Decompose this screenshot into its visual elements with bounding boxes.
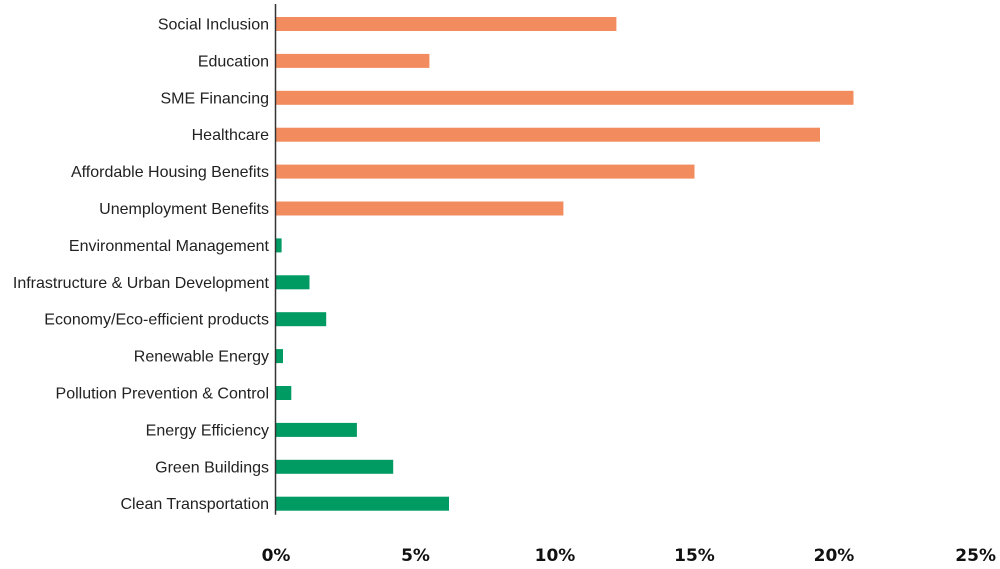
- x-tick-label: 20%: [814, 546, 855, 566]
- bar-green-buildings: [276, 459, 394, 474]
- category-label-education: Education: [198, 53, 269, 70]
- x-tick-label: 15%: [674, 546, 715, 566]
- x-tick-label: 5%: [401, 546, 430, 566]
- bar-social-inclusion: [276, 17, 617, 31]
- category-label-energy-efficiency: Energy Efficiency: [146, 422, 269, 439]
- bar-environmental-management: [276, 238, 282, 253]
- bar-affordable-housing-benefits: [276, 164, 695, 179]
- category-labels: Social Inclusion Education SME Financing He…: [13, 17, 270, 514]
- bar-pollution-prevention-control: [276, 386, 292, 400]
- bar-sme-financing: [276, 90, 854, 105]
- category-label-unemployment-benefits: Unemployment Benefits: [99, 201, 269, 218]
- category-label-healthcare: Healthcare: [192, 127, 269, 144]
- bar-clean-transportation: [276, 496, 449, 511]
- category-label-environmental-management: Environmental Management: [69, 238, 270, 255]
- category-label-infrastructure-urban-development: Infrastructure & Urban Development: [13, 275, 270, 292]
- category-label-social-inclusion: Social Inclusion: [158, 17, 269, 34]
- category-label-green-buildings: Green Buildings: [155, 459, 269, 476]
- category-label-sme-financing: SME Financing: [161, 90, 270, 107]
- bar-infrastructure-urban-development: [276, 275, 310, 290]
- category-label-pollution-prevention-control: Pollution Prevention & Control: [56, 386, 269, 403]
- x-tick-label: 10%: [535, 546, 576, 566]
- category-label-affordable-housing-benefits: Affordable Housing Benefits: [71, 164, 269, 181]
- category-label-clean-transportation: Clean Transportation: [120, 496, 269, 513]
- x-tick-label: 0%: [262, 546, 291, 566]
- x-tick-label: 25%: [955, 546, 996, 566]
- bar-energy-efficiency: [276, 422, 357, 437]
- x-axis-ticks: 0% 5% 10% 15% 20% 25%: [262, 546, 996, 566]
- bar-economy-eco-efficient-products: [276, 312, 327, 327]
- bar-education: [276, 53, 430, 68]
- category-label-economy-eco-efficient-products: Economy/Eco-efficient products: [44, 312, 269, 329]
- bar-healthcare: [276, 127, 820, 142]
- bars-layer: [276, 17, 854, 511]
- bar-renewable-energy: [276, 349, 283, 364]
- bar-unemployment-benefits: [276, 201, 564, 216]
- category-label-renewable-energy: Renewable Energy: [134, 349, 269, 366]
